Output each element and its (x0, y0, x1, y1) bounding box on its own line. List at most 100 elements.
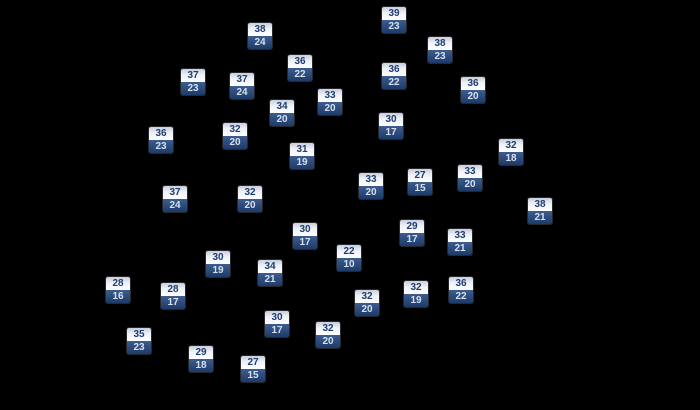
high-temp: 29 (189, 346, 213, 359)
high-temp: 27 (241, 356, 265, 369)
temp-badge[interactable]: 27 15 (408, 169, 432, 195)
low-temp: 20 (458, 178, 482, 191)
low-temp: 21 (448, 242, 472, 255)
low-temp: 17 (293, 236, 317, 249)
high-temp: 31 (290, 143, 314, 156)
high-temp: 37 (230, 73, 254, 86)
low-temp: 24 (230, 86, 254, 99)
low-temp: 23 (181, 82, 205, 95)
high-temp: 28 (161, 283, 185, 296)
low-temp: 23 (127, 341, 151, 354)
temp-badge[interactable]: 30 17 (293, 223, 317, 249)
temp-badge[interactable]: 38 24 (248, 23, 272, 49)
temp-badge[interactable]: 33 20 (318, 89, 342, 115)
high-temp: 30 (206, 251, 230, 264)
temp-badge[interactable]: 22 10 (337, 245, 361, 271)
temp-badge[interactable]: 36 22 (382, 63, 406, 89)
high-temp: 38 (248, 23, 272, 36)
high-temp: 32 (238, 186, 262, 199)
high-temp: 34 (270, 100, 294, 113)
high-temp: 36 (461, 77, 485, 90)
temp-badge[interactable]: 33 20 (359, 173, 383, 199)
temp-badge[interactable]: 33 21 (448, 229, 472, 255)
temp-badge[interactable]: 27 15 (241, 356, 265, 382)
high-temp: 34 (258, 260, 282, 273)
temp-badge[interactable]: 36 22 (449, 277, 473, 303)
temp-badge[interactable]: 32 19 (404, 281, 428, 307)
temp-badge[interactable]: 37 24 (230, 73, 254, 99)
high-temp: 37 (163, 186, 187, 199)
temp-badge[interactable]: 30 17 (265, 311, 289, 337)
low-temp: 18 (499, 152, 523, 165)
high-temp: 32 (355, 290, 379, 303)
low-temp: 17 (400, 233, 424, 246)
high-temp: 36 (149, 127, 173, 140)
low-temp: 20 (355, 303, 379, 316)
temp-badge[interactable]: 39 23 (382, 7, 406, 33)
temp-badge[interactable]: 32 20 (316, 322, 340, 348)
low-temp: 19 (290, 156, 314, 169)
temp-badge[interactable]: 31 19 (290, 143, 314, 169)
temp-badge[interactable]: 30 19 (206, 251, 230, 277)
temp-badge[interactable]: 38 21 (528, 198, 552, 224)
low-temp: 20 (238, 199, 262, 212)
temp-badge[interactable]: 29 18 (189, 346, 213, 372)
low-temp: 23 (149, 140, 173, 153)
temp-badge[interactable]: 33 20 (458, 165, 482, 191)
temp-badge[interactable]: 32 20 (223, 123, 247, 149)
high-temp: 33 (318, 89, 342, 102)
high-temp: 22 (337, 245, 361, 258)
low-temp: 15 (241, 369, 265, 382)
low-temp: 20 (316, 335, 340, 348)
high-temp: 36 (288, 55, 312, 68)
temp-badge[interactable]: 32 20 (238, 186, 262, 212)
low-temp: 20 (461, 90, 485, 103)
high-temp: 38 (528, 198, 552, 211)
temp-badge[interactable]: 30 17 (379, 113, 403, 139)
temp-badge[interactable]: 35 23 (127, 328, 151, 354)
high-temp: 28 (106, 277, 130, 290)
low-temp: 20 (318, 102, 342, 115)
high-temp: 35 (127, 328, 151, 341)
high-temp: 33 (448, 229, 472, 242)
temp-badge[interactable]: 36 22 (288, 55, 312, 81)
low-temp: 19 (404, 294, 428, 307)
temp-badge[interactable]: 37 23 (181, 69, 205, 95)
temp-badge[interactable]: 34 21 (258, 260, 282, 286)
temp-badge[interactable]: 36 23 (149, 127, 173, 153)
low-temp: 20 (270, 113, 294, 126)
high-temp: 38 (428, 37, 452, 50)
low-temp: 17 (161, 296, 185, 309)
low-temp: 22 (449, 290, 473, 303)
low-temp: 18 (189, 359, 213, 372)
low-temp: 20 (359, 186, 383, 199)
low-temp: 10 (337, 258, 361, 271)
low-temp: 23 (428, 50, 452, 63)
temp-badge[interactable]: 32 18 (499, 139, 523, 165)
temp-badge[interactable]: 29 17 (400, 220, 424, 246)
high-temp: 37 (181, 69, 205, 82)
high-temp: 33 (359, 173, 383, 186)
high-temp: 36 (449, 277, 473, 290)
low-temp: 16 (106, 290, 130, 303)
temp-badge[interactable]: 28 16 (106, 277, 130, 303)
temp-badge[interactable]: 36 20 (461, 77, 485, 103)
temp-badge[interactable]: 38 23 (428, 37, 452, 63)
low-temp: 24 (163, 199, 187, 212)
high-temp: 32 (316, 322, 340, 335)
low-temp: 20 (223, 136, 247, 149)
low-temp: 22 (288, 68, 312, 81)
temp-badge[interactable]: 32 20 (355, 290, 379, 316)
high-temp: 33 (458, 165, 482, 178)
high-temp: 27 (408, 169, 432, 182)
low-temp: 21 (528, 211, 552, 224)
temp-badge[interactable]: 37 24 (163, 186, 187, 212)
high-temp: 32 (499, 139, 523, 152)
high-temp: 32 (223, 123, 247, 136)
low-temp: 17 (379, 126, 403, 139)
temp-badge[interactable]: 28 17 (161, 283, 185, 309)
high-temp: 32 (404, 281, 428, 294)
high-temp: 29 (400, 220, 424, 233)
temp-badge[interactable]: 34 20 (270, 100, 294, 126)
